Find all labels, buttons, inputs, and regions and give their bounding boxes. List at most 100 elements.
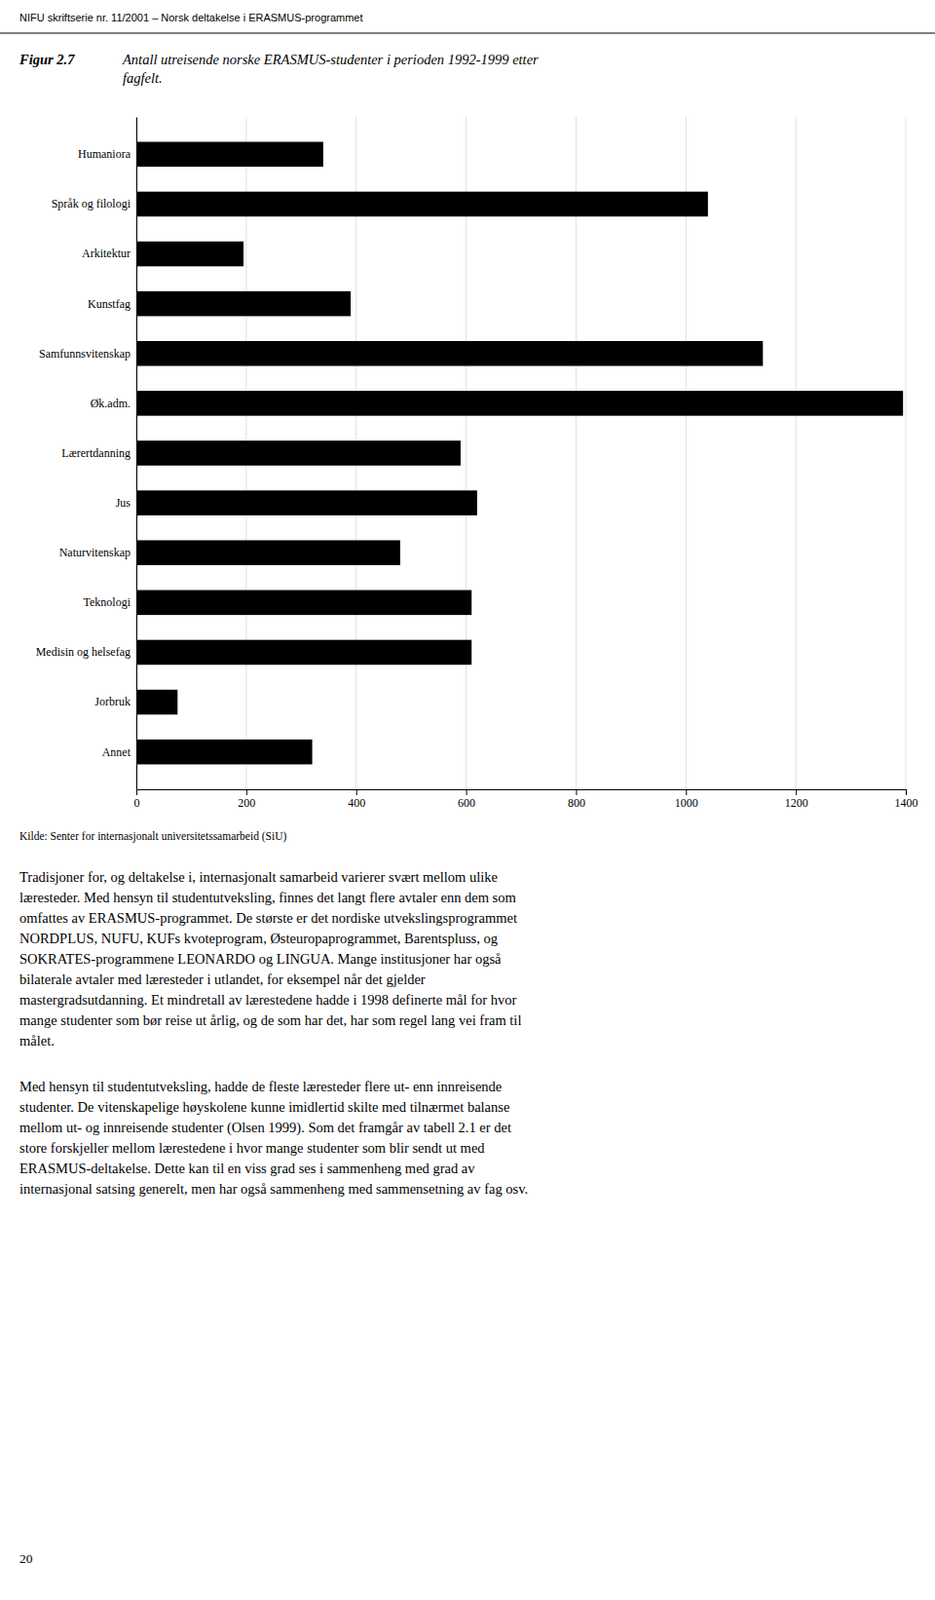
y-tick: Lærertdanning bbox=[61, 446, 137, 460]
x-tick-mark bbox=[356, 788, 358, 795]
page: NIFU skriftserie nr. 11/2001 – Norsk del… bbox=[0, 0, 935, 1600]
y-tick: Øk.adm. bbox=[90, 396, 137, 411]
x-tick-label: 1000 bbox=[674, 795, 699, 810]
bar bbox=[136, 142, 324, 168]
y-tick: Kunstfag bbox=[87, 297, 137, 311]
x-tick: 0 bbox=[134, 788, 141, 810]
body-text-line: studenter. De vitenskapelige høyskolene … bbox=[19, 1098, 510, 1115]
x-tick: 1000 bbox=[674, 788, 699, 810]
x-tick: 400 bbox=[347, 788, 366, 810]
body-text-line: målet. bbox=[19, 1032, 55, 1048]
y-tick-label: Teknologi bbox=[83, 595, 132, 609]
y-tick: Teknologi bbox=[83, 595, 138, 609]
y-axis-line bbox=[136, 117, 138, 790]
body-text-line: store forskjeller mellom lærestedene i h… bbox=[19, 1139, 486, 1156]
y-tick: Jorbruk bbox=[94, 694, 137, 709]
y-tick: Språk og filologi bbox=[51, 196, 137, 211]
y-tick-label: Annet bbox=[102, 745, 132, 759]
x-axis-line bbox=[137, 789, 907, 796]
y-tick-label: Arkitektur bbox=[81, 246, 131, 261]
bar bbox=[136, 739, 313, 765]
x-axis: 0 200 400 600 800 1000 1200 1400 bbox=[134, 788, 919, 810]
x-tick: 1200 bbox=[785, 788, 809, 810]
chart: 0 200 400 600 800 1000 1200 1400 Humaniora Språk … bbox=[36, 116, 919, 810]
y-tick-label: Medisin og helsefag bbox=[36, 644, 131, 659]
bar bbox=[136, 539, 401, 565]
figure-label: Figur 2.7 bbox=[18, 51, 75, 68]
body-text-line: mange studenter som bør reise ut årlig, … bbox=[19, 1011, 522, 1028]
body-text-line: ERASMUS-deltakelse. Dette kan til en vis… bbox=[19, 1159, 476, 1176]
body-text-line: Med hensyn til studentutveksling, hadde … bbox=[19, 1078, 502, 1094]
y-tick-label: Øk.adm. bbox=[90, 396, 131, 411]
y-tick: Arkitektur bbox=[81, 246, 137, 261]
chart-title-line: Antall utreisende norske ERASMUS-student… bbox=[121, 51, 539, 68]
y-tick: Medisin og helsefag bbox=[36, 644, 137, 659]
body-text-line: Tradisjoner for, og deltakelse i, intern… bbox=[19, 868, 498, 885]
x-tick-label: 200 bbox=[237, 795, 256, 810]
y-axis: Humaniora Språk og filologi Arkitektur Kuns… bbox=[36, 117, 138, 790]
bar bbox=[136, 440, 461, 466]
chart-title-line: fagfelt. bbox=[122, 70, 163, 86]
grid bbox=[136, 116, 906, 789]
x-tick-label: 0 bbox=[134, 795, 141, 810]
x-tick: 1400 bbox=[895, 788, 919, 810]
x-tick-label: 400 bbox=[347, 795, 366, 810]
bar bbox=[136, 639, 472, 666]
y-tick: Jus bbox=[115, 495, 137, 510]
grid-line bbox=[685, 116, 687, 789]
body-text-line: bilaterale avtaler med læresteder i utla… bbox=[19, 971, 426, 987]
x-tick-mark bbox=[246, 788, 248, 795]
bar bbox=[136, 291, 351, 317]
y-tick-label: Naturvitenskap bbox=[59, 545, 131, 560]
source-note: Kilde: Senter for internasjonalt univers… bbox=[19, 829, 288, 843]
y-tick-label: Jus bbox=[115, 495, 132, 510]
header-rule bbox=[0, 33, 935, 35]
body-text-line: mastergradsutdanning. Et mindretall av l… bbox=[19, 991, 517, 1008]
bar bbox=[136, 191, 709, 218]
bar bbox=[136, 590, 472, 616]
y-tick-label: Jorbruk bbox=[94, 694, 131, 709]
bars bbox=[136, 142, 903, 765]
bar bbox=[136, 689, 178, 715]
bar bbox=[136, 241, 244, 267]
x-tick-label: 600 bbox=[457, 795, 476, 810]
grid-line bbox=[795, 116, 797, 789]
header: NIFU skriftserie nr. 11/2001 – Norsk del… bbox=[19, 11, 364, 24]
page-number: 20 bbox=[19, 1550, 34, 1566]
grid-line bbox=[465, 116, 467, 789]
grid-line bbox=[905, 116, 907, 789]
y-tick-label: Kunstfag bbox=[87, 297, 131, 311]
y-tick-label: Samfunnsvitenskap bbox=[38, 346, 131, 361]
bar bbox=[136, 489, 478, 516]
x-tick-label: 800 bbox=[567, 795, 586, 810]
y-tick-label: Språk og filologi bbox=[51, 196, 132, 211]
body-text-line: omfattes av ERASMUS-programmet. De størs… bbox=[19, 909, 518, 926]
x-tick-mark bbox=[466, 788, 468, 795]
y-tick-label: Lærertdanning bbox=[61, 446, 131, 460]
y-tick: Naturvitenskap bbox=[59, 545, 137, 560]
y-tick: Samfunnsvitenskap bbox=[38, 346, 137, 361]
x-tick-mark bbox=[685, 788, 687, 795]
chart-title: Antall utreisende norske ERASMUS-student… bbox=[121, 51, 539, 86]
x-tick: 600 bbox=[457, 788, 476, 810]
bar bbox=[136, 390, 903, 416]
bar bbox=[136, 340, 763, 367]
y-tick-label: Humaniora bbox=[77, 147, 132, 161]
body-text-line: mellom ut- og innreisende studenter (Ols… bbox=[19, 1119, 512, 1136]
y-tick: Annet bbox=[102, 745, 137, 759]
x-tick-mark bbox=[905, 788, 907, 795]
grid-line bbox=[136, 116, 138, 789]
body-text-line: NORDPLUS, NUFU, KUFs kvoteprogram, Østeu… bbox=[19, 930, 498, 946]
x-tick-label: 1200 bbox=[785, 795, 809, 810]
body-text-line: læresteder. Med hensyn til studentutveks… bbox=[19, 889, 518, 905]
x-tick-label: 1400 bbox=[895, 795, 919, 810]
body-text-line: SOKRATES-programmene LEONARDO og LINGUA.… bbox=[19, 950, 502, 967]
grid-line bbox=[575, 116, 577, 789]
body-text-line: internasjonal satsing generelt, men har … bbox=[19, 1180, 528, 1197]
x-tick: 800 bbox=[567, 788, 586, 810]
x-tick: 200 bbox=[237, 788, 256, 810]
x-tick-mark bbox=[575, 788, 577, 795]
x-tick-mark bbox=[795, 788, 797, 795]
y-tick: Humaniora bbox=[77, 147, 137, 161]
x-tick-mark bbox=[136, 788, 138, 795]
